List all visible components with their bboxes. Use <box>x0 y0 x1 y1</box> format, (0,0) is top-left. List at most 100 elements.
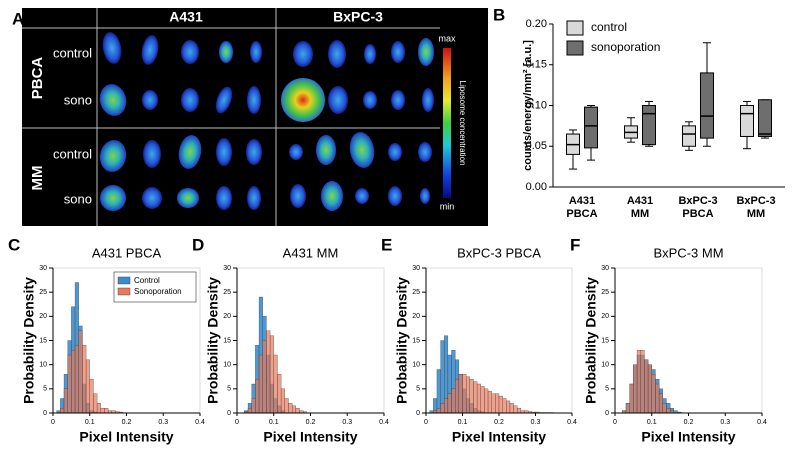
tumor-image <box>316 135 336 165</box>
tumor-image <box>102 32 122 64</box>
tumor-image <box>388 143 402 161</box>
tumor-image <box>422 88 434 112</box>
box <box>740 105 754 137</box>
y-tick-label: 15 <box>223 337 231 344</box>
histogram-bar <box>498 395 503 414</box>
histogram-bar <box>447 393 452 414</box>
histogram-bar <box>517 408 522 414</box>
histogram-bar <box>513 405 518 414</box>
histogram-bar <box>625 403 630 414</box>
legend-swatch <box>566 40 584 56</box>
histogram-bar <box>71 350 76 414</box>
column-header: A431 <box>169 9 203 25</box>
histogram-bar <box>491 393 496 414</box>
histogram-bar <box>502 398 507 414</box>
x-tick-label: 0 <box>424 419 428 426</box>
y-tick-label: 30 <box>223 265 231 272</box>
panel-label: C <box>8 235 20 254</box>
histogram-bar <box>640 350 645 414</box>
histogram-bar <box>658 393 663 414</box>
histogram-bar <box>440 403 445 414</box>
histogram-bar <box>636 350 641 414</box>
y-tick-label: 5 <box>227 386 231 393</box>
histogram-bar <box>266 330 271 414</box>
x-tick-label: 0.4 <box>195 419 205 426</box>
histogram-bar <box>629 383 634 414</box>
y-tick-label: 25 <box>39 289 47 296</box>
x-tick-label: A431 <box>627 195 653 207</box>
histogram-bar <box>247 408 252 414</box>
tumor-image <box>216 138 232 166</box>
y-tick-label: 0.05 <box>526 140 547 152</box>
image-panel: A A431 BxPC-3 PBCA MM control sono contr… <box>12 8 488 226</box>
histogram-bar <box>255 379 260 414</box>
histogram-bar <box>662 403 667 414</box>
colorbar <box>443 48 451 198</box>
y-tick-label: 0.15 <box>526 59 547 71</box>
tumor-image <box>181 40 199 64</box>
tumor-image <box>143 140 161 168</box>
histogram-bar <box>273 354 278 414</box>
tumor-image <box>247 86 261 114</box>
y-tick-label: 25 <box>601 289 609 296</box>
histogram-bar <box>462 374 467 414</box>
histogram-bar <box>647 364 652 414</box>
x-tick-label: 0.2 <box>684 419 694 426</box>
y-tick-label: 20 <box>223 313 231 320</box>
histogram-bar <box>458 374 463 414</box>
y-tick-label: 0.20 <box>526 18 547 30</box>
x-tick-label: 0.3 <box>720 419 730 426</box>
tumor-images <box>99 32 434 211</box>
histogram-bar <box>60 408 65 414</box>
histogram-bar <box>451 388 456 414</box>
colorbar-title: Liposome concentration <box>458 81 467 166</box>
legend-label: Sonoporation <box>134 287 182 296</box>
panel-label: F <box>570 235 580 254</box>
x-tick-label: 0.3 <box>158 419 168 426</box>
histogram-bar <box>655 383 660 414</box>
column-header: BxPC-3 <box>333 9 383 25</box>
histogram-bar <box>104 408 109 414</box>
x-tick-label: PBCA <box>682 208 713 220</box>
tumor-image <box>142 90 158 110</box>
x-tick-label: 0.2 <box>122 419 132 426</box>
tumor-image <box>418 142 432 162</box>
x-axis-label: Pixel Intensity <box>452 429 546 445</box>
tumor-image <box>349 132 375 168</box>
legend-swatch <box>117 287 131 296</box>
histogram-bar <box>288 403 293 414</box>
x-tick-label: 0 <box>613 419 617 426</box>
histogram-bar <box>436 369 441 414</box>
y-tick-label: 15 <box>39 337 47 344</box>
y-tick-label: 30 <box>39 265 47 272</box>
box <box>758 99 772 137</box>
x-tick-label: BxPC-3 <box>736 195 775 207</box>
histogram-bar <box>295 408 300 414</box>
histogram-bar <box>280 388 285 414</box>
histogram-bar <box>277 374 282 414</box>
histogram-bar <box>633 364 638 414</box>
tumor-image <box>418 38 434 66</box>
y-tick-label: 20 <box>39 313 47 320</box>
tumor-image <box>355 188 369 204</box>
tumor-image <box>293 41 313 67</box>
histogram-bar <box>476 383 481 414</box>
histogram-bar <box>506 400 511 414</box>
tumor-image <box>142 187 162 209</box>
y-tick-label: 25 <box>412 289 420 296</box>
y-tick-label: 5 <box>43 386 47 393</box>
y-tick-label: 20 <box>412 313 420 320</box>
x-axis-label: Pixel Intensity <box>641 429 735 445</box>
x-axis-label: Pixel Intensity <box>263 429 357 445</box>
x-tick-label: 0.1 <box>85 419 95 426</box>
legend-label: sonoporation <box>591 40 660 54</box>
legend-swatch <box>117 276 131 285</box>
histogram-bar <box>469 379 474 414</box>
y-tick-label: 0.10 <box>526 99 547 111</box>
x-tick-label: 0.4 <box>757 419 767 426</box>
histogram-bar <box>269 335 274 414</box>
tumor-image <box>328 40 346 68</box>
x-tick-label: 0.3 <box>531 419 541 426</box>
tumor-image <box>215 86 233 114</box>
